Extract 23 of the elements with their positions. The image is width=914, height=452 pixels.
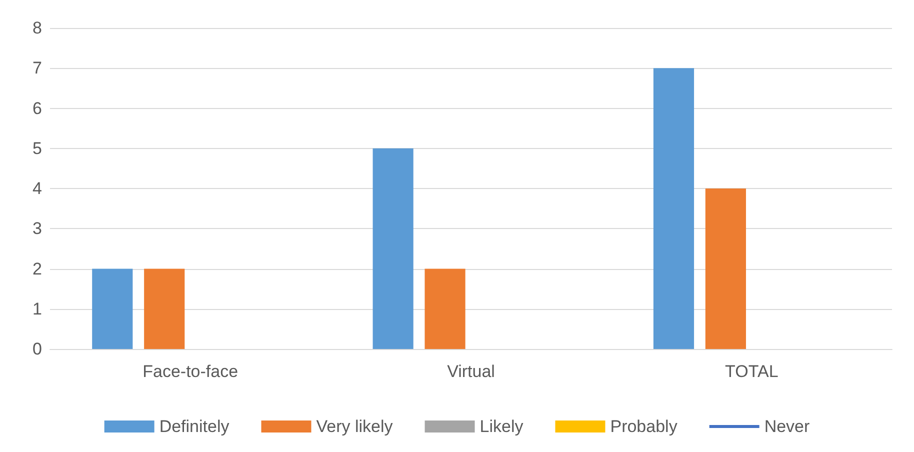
y-tick-label: 2 [32, 259, 42, 278]
y-tick-label: 6 [32, 98, 42, 118]
x-tick-label: TOTAL [725, 362, 778, 381]
y-tick-label: 0 [32, 340, 42, 358]
legend-label: Very likely [316, 417, 394, 436]
legend-label: Likely [480, 417, 524, 436]
x-tick-label: Virtual [447, 362, 495, 381]
bar [144, 268, 185, 349]
y-tick-label: 7 [32, 58, 42, 78]
bar [705, 188, 746, 349]
legend-label: Probably [610, 417, 678, 436]
bar [653, 68, 694, 349]
bar [372, 148, 414, 349]
y-tick-label: 5 [32, 138, 42, 158]
y-tick-label: 4 [32, 179, 42, 198]
bar [424, 268, 466, 349]
y-tick-label: 1 [32, 299, 42, 318]
y-tick-label: 3 [32, 219, 42, 238]
y-tick-label: 8 [32, 18, 42, 38]
x-tick-label: Face-to-face [142, 362, 238, 381]
bar [92, 268, 133, 349]
legend-label: Never [764, 417, 810, 436]
legend-label: Definitely [159, 417, 230, 436]
